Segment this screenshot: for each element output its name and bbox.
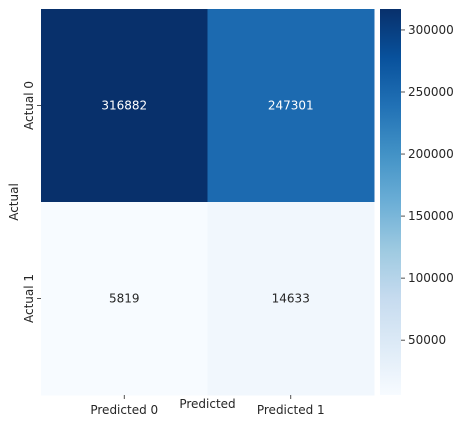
x-tick-label: Predicted 1 (257, 403, 325, 417)
colorbar-tick-label: 100000 (408, 271, 454, 285)
heatmap-cell-label: 14633 (272, 292, 310, 306)
colorbar (380, 9, 401, 395)
heatmap-cell-label: 5819 (109, 292, 140, 306)
colorbar-tick-label: 200000 (408, 147, 454, 161)
y-axis-ticks: Actual 0 Actual 1 (22, 81, 41, 323)
heatmap-cell (207, 202, 375, 396)
x-axis-title: Predicted (179, 397, 235, 411)
heatmap-cell (207, 9, 375, 203)
colorbar-tick-label: 250000 (408, 85, 454, 99)
heatmap-cell (41, 202, 208, 396)
heatmap-cell-labels: 316882 247301 5819 14633 (101, 99, 313, 306)
y-tick-label: Actual 1 (22, 274, 36, 323)
y-axis-title: Actual (7, 183, 21, 221)
y-tick-label: Actual 0 (22, 81, 36, 130)
heatmap-cell (41, 9, 208, 203)
heatmap-cell-label: 247301 (268, 99, 314, 113)
colorbar-ticks: 50000 100000 150000 200000 250000 300000 (401, 23, 454, 347)
heatmap-cell-label: 316882 (101, 99, 147, 113)
colorbar-tick-label: 300000 (408, 23, 454, 37)
colorbar-tick-label: 50000 (408, 333, 446, 347)
x-axis-ticks: Predicted 0 Predicted 1 (90, 395, 325, 417)
x-tick-label: Predicted 0 (90, 403, 158, 417)
colorbar-tick-label: 150000 (408, 209, 454, 223)
heatmap-cells (41, 9, 375, 396)
